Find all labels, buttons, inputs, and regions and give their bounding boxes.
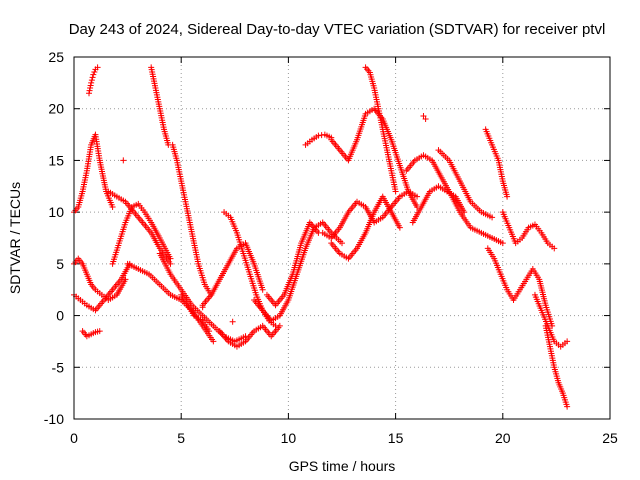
y-axis-label: SDTVAR / TECUs	[7, 182, 23, 294]
series-track-r	[302, 131, 335, 148]
data-point-fill	[86, 87, 93, 94]
data-point	[90, 71, 97, 78]
data-point-fill	[87, 85, 94, 92]
series-track-f	[105, 188, 174, 267]
chart-title: Day 243 of 2024, Sidereal Day-to-day VTE…	[69, 21, 606, 38]
series-track-m	[199, 240, 266, 309]
series-track-s	[328, 105, 421, 210]
axis-ticks: 0 5 10 15 20 25 -10 -5 0 5 10 15 20 25	[44, 49, 618, 446]
series-isolated	[120, 112, 429, 325]
series-track-aa	[484, 245, 556, 329]
data-point	[414, 193, 421, 200]
grid-lines	[74, 57, 610, 419]
data-points	[71, 64, 571, 410]
data-point-fill	[318, 132, 325, 139]
data-point	[396, 224, 403, 231]
data-point	[339, 240, 345, 247]
data-point	[422, 116, 429, 123]
y-tick-label: 5	[56, 256, 64, 272]
data-point	[551, 245, 558, 252]
data-point	[120, 157, 127, 164]
x-tick-label: 20	[495, 430, 511, 446]
data-point	[229, 318, 236, 325]
y-tick-label: 15	[48, 152, 64, 168]
data-point	[392, 188, 399, 195]
data-point	[420, 112, 427, 119]
y-tick-label: 25	[48, 49, 64, 65]
data-point	[94, 64, 101, 71]
series-track-l	[178, 291, 213, 335]
series-track-q	[263, 219, 322, 309]
data-point	[259, 286, 266, 293]
series-track-n	[221, 209, 279, 329]
series-track-t	[319, 188, 421, 241]
data-point	[96, 328, 103, 335]
plot-frame	[73, 56, 611, 420]
data-point-fill	[89, 74, 96, 81]
y-tick-label: 10	[48, 204, 64, 220]
y-tick-label: -5	[52, 359, 65, 375]
data-point	[499, 240, 506, 247]
data-point-fill	[91, 68, 98, 75]
data-point	[88, 79, 95, 86]
data-point	[489, 214, 496, 221]
data-point	[276, 322, 283, 329]
series-track-ab	[499, 209, 558, 252]
data-point	[564, 403, 571, 410]
data-point-fill	[88, 77, 95, 84]
data-point	[564, 338, 571, 345]
series-track-z	[482, 126, 511, 200]
series-track-x	[409, 183, 468, 226]
data-point	[167, 260, 174, 267]
series-track-o	[216, 322, 283, 350]
series-track-g	[109, 200, 174, 267]
series-track-a	[71, 131, 116, 216]
x-tick-label: 15	[388, 430, 404, 446]
series-track-w	[403, 152, 506, 247]
data-point-fill	[87, 82, 94, 89]
data-point	[167, 255, 174, 262]
data-point	[199, 304, 206, 311]
series-track-v	[362, 64, 399, 195]
series-track-e	[79, 328, 103, 340]
series-track-u	[328, 193, 403, 262]
x-tick-label: 25	[602, 430, 618, 446]
y-tick-label: 0	[56, 308, 64, 324]
y-tick-label: 20	[48, 101, 64, 117]
series-track-j	[169, 141, 215, 298]
x-tick-label: 5	[177, 430, 185, 446]
x-tick-label: 10	[281, 430, 297, 446]
series-track-ad	[542, 322, 571, 410]
data-point	[461, 209, 468, 216]
series-track-b	[86, 64, 101, 97]
series-track-y	[435, 147, 496, 221]
x-axis-label: GPS time / hours	[289, 458, 396, 474]
data-point	[109, 203, 116, 210]
data-point	[315, 132, 322, 139]
data-point	[86, 90, 93, 97]
data-point	[210, 338, 217, 345]
series-track-h	[148, 64, 172, 148]
data-point	[504, 193, 511, 200]
x-tick-label: 0	[70, 430, 78, 446]
data-point	[206, 328, 213, 335]
y-tick-label: -10	[44, 411, 64, 427]
